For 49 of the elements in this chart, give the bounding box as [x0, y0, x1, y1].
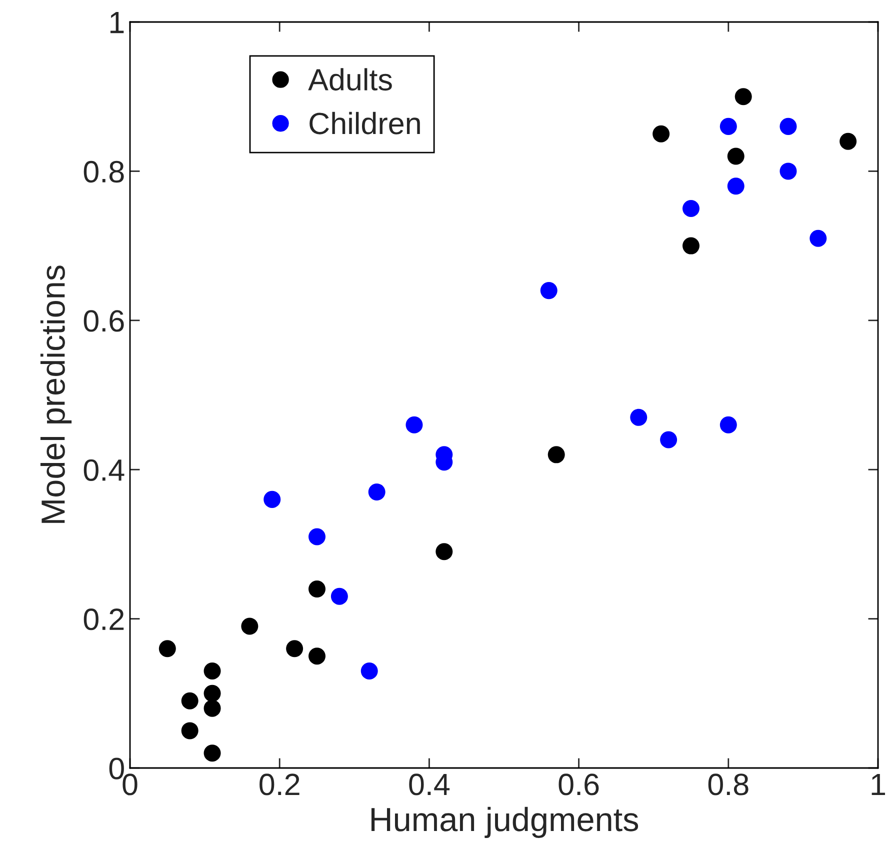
x-tick-label: 1	[872, 774, 886, 796]
point	[780, 118, 797, 135]
x-tick-label: 0.2	[260, 774, 300, 796]
y-tick-label: 0.2	[84, 608, 124, 630]
point	[181, 692, 198, 710]
point	[810, 230, 827, 247]
point	[330, 588, 348, 605]
x-tick-label: 0.4	[409, 774, 450, 796]
point	[660, 431, 678, 448]
point	[286, 640, 304, 658]
point	[368, 483, 386, 500]
point	[682, 237, 700, 254]
point	[181, 722, 198, 740]
point	[734, 88, 752, 106]
point	[540, 282, 558, 300]
y-tick-label: 0.6	[84, 310, 124, 332]
point	[204, 684, 221, 702]
point	[436, 543, 453, 560]
point	[727, 148, 744, 165]
point	[548, 446, 565, 464]
x-tick-label: 0.8	[708, 774, 748, 796]
legend-label: Adults	[308, 68, 392, 91]
point	[720, 118, 737, 135]
point	[308, 528, 326, 546]
point	[630, 408, 648, 426]
point	[652, 125, 670, 142]
point	[727, 178, 744, 195]
point	[264, 490, 281, 508]
y-tick-label: 0	[109, 758, 124, 780]
x-axis-title: Human judgments	[371, 806, 638, 838]
point	[308, 648, 326, 665]
point	[840, 132, 857, 150]
point	[780, 162, 797, 180]
point	[406, 416, 423, 434]
point	[308, 580, 326, 598]
point	[360, 662, 378, 680]
y-tick-label: 0.4	[84, 459, 124, 481]
y-tick-label: 0.8	[84, 160, 124, 183]
y-axis-title: Model predictions	[40, 266, 72, 523]
legend-label: Children	[310, 112, 420, 134]
point	[204, 700, 221, 717]
point	[720, 416, 737, 434]
point	[158, 640, 176, 658]
point	[204, 662, 221, 680]
y-tick-label: 1	[110, 12, 124, 34]
point	[204, 744, 221, 762]
x-tick-label: 0.6	[558, 774, 599, 796]
point	[682, 200, 700, 218]
point	[241, 618, 258, 635]
